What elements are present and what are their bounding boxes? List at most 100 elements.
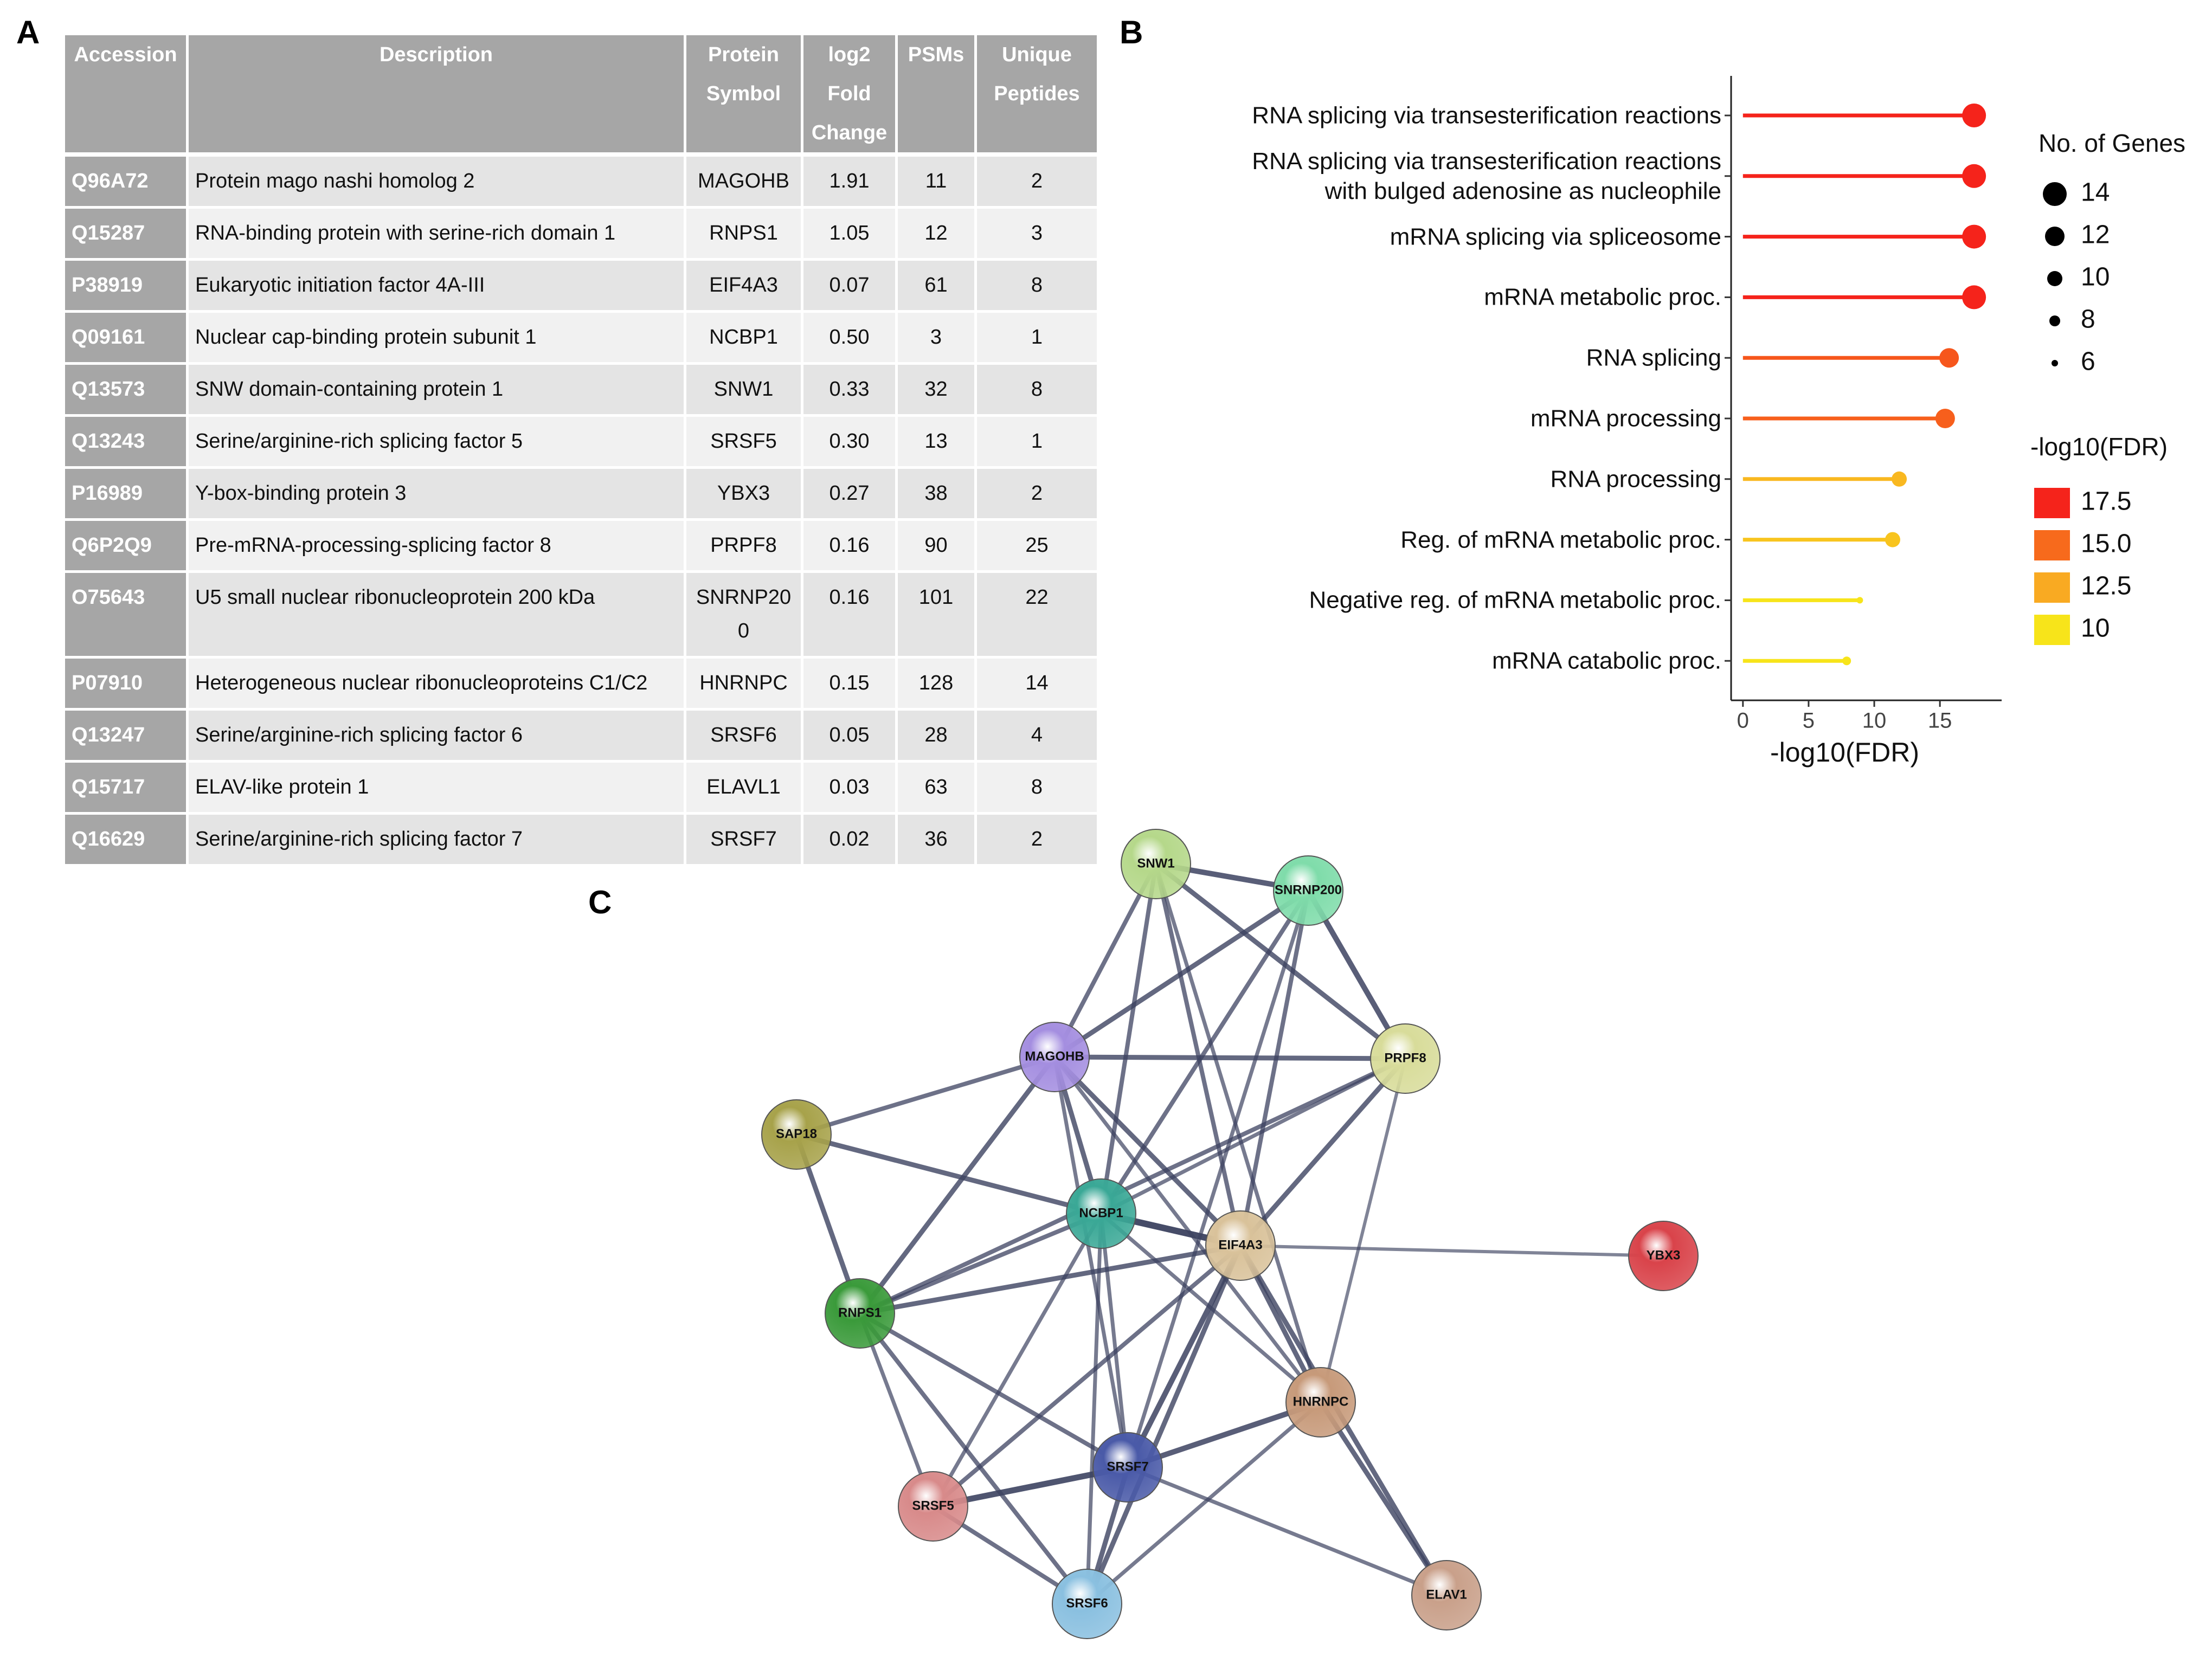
node-label: SAP18 (776, 1126, 817, 1141)
column-header: Accession (65, 35, 189, 157)
category-label: RNA splicing via transesterification rea… (1252, 102, 1721, 129)
panel-label: A (16, 14, 40, 50)
table-row: Q6P2Q9 Pre-mRNA-processing-splicing facto… (65, 521, 1099, 573)
table-cell: 63 (898, 763, 977, 815)
table-cell: SRSF6 (686, 711, 803, 763)
table-cell: 14 (977, 659, 1099, 711)
table-cell: 0.16 (803, 573, 898, 659)
table-row: Q13247 Serine/arginine-rich splicing fact… (65, 711, 1099, 763)
panel-label: C (588, 884, 612, 920)
network-edge (1240, 1244, 1664, 1258)
network-edge (1052, 863, 1158, 1058)
table-cell: SNW1 (686, 365, 803, 417)
network-node (1019, 1022, 1090, 1092)
accession-cell: Q13247 (65, 711, 189, 763)
network-edge (859, 1243, 1241, 1316)
column-header: Unique Peptides (977, 35, 1099, 157)
table-cell: 36 (898, 815, 977, 867)
table-cell: HNRNPC (686, 659, 803, 711)
network-node (1411, 1560, 1482, 1630)
network-edge (1084, 1245, 1243, 1605)
network-edge (1319, 1058, 1407, 1403)
table-cell: 0.50 (803, 313, 898, 365)
color-legend-swatch (2034, 572, 2070, 603)
size-legend-label: 8 (2081, 305, 2095, 334)
table-cell: Protein mago nashi homolog 2 (189, 157, 686, 209)
node-label: PRPF8 (1384, 1050, 1426, 1065)
network-edge (1238, 1057, 1407, 1247)
network-edge (1053, 1055, 1322, 1404)
network-node (898, 1471, 968, 1542)
network-edge (1052, 1056, 1130, 1468)
node-label: SRSF5 (912, 1498, 954, 1513)
table-row: Q09161 Nuclear cap-binding protein subuni… (65, 313, 1099, 365)
network-edge (1053, 888, 1310, 1059)
network-edge (1154, 863, 1323, 1403)
network-edge (859, 1056, 1406, 1316)
table-cell: Serine/arginine-rich splicing factor 6 (189, 711, 686, 763)
table-cell: EIF4A3 (686, 261, 803, 313)
table-cell: 22 (977, 573, 1099, 659)
color-legend-swatch (2034, 615, 2070, 645)
table-cell: YBX3 (686, 469, 803, 521)
lollipop-dot (1935, 409, 1955, 428)
table-row: O75643 U5 small nuclear ribonucleoprotein… (65, 573, 1099, 659)
network-node (825, 1278, 895, 1349)
table-cell: SRSF7 (686, 815, 803, 867)
category-label: mRNA splicing via spliceosome (1390, 223, 1721, 250)
color-legend-label: 12.5 (2081, 572, 2131, 601)
node-label: SNRNP200 (1275, 882, 1342, 897)
table-cell: 0.30 (803, 417, 898, 469)
size-legend-label: 10 (2081, 263, 2110, 292)
accession-cell: Q13243 (65, 417, 189, 469)
table-row: P16989 Y-box-binding protein 3 YBX3 0.27 38 2 (65, 469, 1099, 521)
table-cell: SNW domain-containing protein 1 (189, 365, 686, 417)
node-label: EIF4A3 (1218, 1237, 1262, 1252)
table-cell: Heterogeneous nuclear ribonucleoproteins… (189, 659, 686, 711)
color-legend-label: 17.5 (2081, 487, 2131, 516)
network-node (1628, 1221, 1699, 1291)
size-legend-label: 12 (2081, 221, 2110, 249)
network-edge (1154, 862, 1407, 1061)
category-label: RNA processing (1550, 466, 1721, 493)
table-cell: 8 (977, 763, 1099, 815)
table-cell: 0.07 (803, 261, 898, 313)
table-cell: RNPS1 (686, 209, 803, 261)
x-tick-label: 15 (1928, 709, 1952, 733)
lollipop-dot (1939, 348, 1959, 368)
x-tick-label: 0 (1737, 709, 1749, 733)
color-legend-label: 15.0 (2081, 530, 2131, 558)
table-cell: 61 (898, 261, 977, 313)
accession-cell: Q96A72 (65, 157, 189, 209)
network-node (1092, 1432, 1163, 1503)
network-edge (1126, 889, 1310, 1468)
node-label: YBX3 (1647, 1248, 1681, 1262)
lollipop-dot (1856, 597, 1863, 604)
node-label: MAGOHB (1025, 1049, 1084, 1063)
table-cell: 1.05 (803, 209, 898, 261)
network-edge (1319, 1401, 1449, 1597)
table-cell: NCBP1 (686, 313, 803, 365)
lollipop-dot (1892, 471, 1907, 487)
table-cell: 2 (977, 815, 1099, 867)
network-node (1205, 1210, 1276, 1281)
size-legend-dot (2047, 271, 2062, 286)
category-label: RNA splicing (1586, 344, 1721, 371)
size-legend-dot (2045, 227, 2065, 246)
network-edge (1085, 1401, 1322, 1606)
network-node (1370, 1023, 1441, 1094)
table-cell: 3 (977, 209, 1099, 261)
network-edge (1052, 1055, 1243, 1248)
network-edge (859, 1311, 1129, 1469)
legend-title: No. of Genes (2039, 129, 2185, 157)
table-cell: 28 (898, 711, 977, 763)
table-cell: 25 (977, 521, 1099, 573)
network-node (1121, 829, 1191, 899)
node-label: ELAV1 (1426, 1587, 1467, 1602)
network-edge (1238, 890, 1310, 1246)
table-cell: Nuclear cap-binding protein subunit 1 (189, 313, 686, 365)
accession-cell: Q09161 (65, 313, 189, 365)
table-cell: 0.16 (803, 521, 898, 573)
table-cell: 13 (898, 417, 977, 469)
